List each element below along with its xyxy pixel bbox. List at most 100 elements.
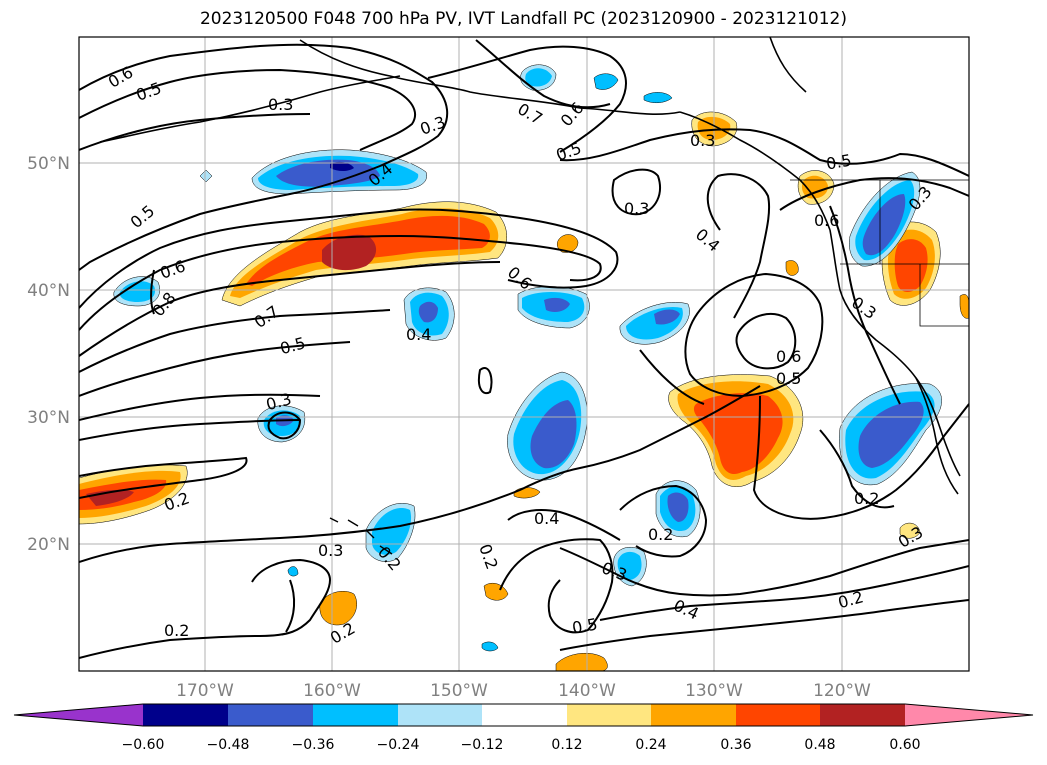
colorbar-extend-low — [14, 704, 143, 726]
lat-label-20n: 20°N — [27, 535, 70, 555]
pv-contours — [79, 39, 969, 659]
positive-small-2 — [319, 591, 357, 626]
contour-label: 0.7 — [514, 99, 546, 128]
negative-far-north-3 — [643, 92, 673, 103]
negative-north-pacific-max — [330, 161, 354, 171]
lat-label-50n: 50°N — [27, 154, 70, 174]
contour-label: 0.5 — [776, 369, 801, 388]
contour-label: 0.7 — [251, 302, 283, 332]
colorbar-outline — [13, 703, 1034, 727]
negative-north-central-max — [418, 301, 438, 323]
colorbar-tick-label: 0.60 — [889, 737, 920, 753]
contour-label: 0.5 — [278, 333, 308, 358]
colorbar-segment — [567, 704, 651, 726]
positive-small-8 — [899, 522, 921, 539]
contour-label: 0.3 — [690, 131, 715, 150]
positive-small-3 — [555, 652, 608, 671]
positive-small-6 — [785, 260, 799, 276]
negative-pac-nw-core — [862, 194, 906, 256]
lon-label-170w: 170°W — [176, 681, 234, 701]
colorbar: −0.60 −0.48 −0.36 −0.24 −0.12 0.12 0.24 … — [13, 703, 1034, 753]
colorbar-tick-label: −0.36 — [292, 737, 335, 753]
map-frame — [78, 36, 970, 672]
gridlines — [79, 37, 969, 671]
contour-label: 0.6 — [814, 211, 839, 230]
negative-tiny-3 — [199, 169, 213, 183]
contour-label: 0.4 — [534, 509, 559, 528]
negative-east-central-max — [544, 297, 570, 312]
state-border-2 — [919, 264, 969, 327]
alaska-coast — [299, 39, 681, 115]
contour-label: 0.3 — [848, 293, 880, 323]
contour-label: 0.3 — [318, 541, 343, 560]
positive-band-central-pacific-max — [322, 234, 377, 271]
lon-label-160w: 160°W — [303, 681, 361, 701]
contour-label: 0.2 — [836, 587, 866, 612]
contour-label: 0.5 — [134, 78, 164, 105]
colorbar-tick-label: −0.48 — [207, 737, 250, 753]
lon-label-120w: 120°W — [813, 681, 871, 701]
negative-east-central-2-max — [654, 309, 680, 325]
contour-label: 0.2 — [648, 525, 673, 544]
baja-peninsula — [915, 377, 959, 495]
far-north-ridge — [769, 37, 807, 93]
colorbar-segment — [482, 704, 567, 726]
colorbar-segment — [736, 704, 820, 726]
positive-nw-us-core — [894, 239, 928, 292]
contour-label: 0.3 — [268, 95, 293, 114]
contour-label: 0.2 — [854, 489, 879, 508]
positive-small-1 — [557, 234, 579, 253]
lon-label-130w: 130°W — [685, 681, 743, 701]
colorbar-tick-label: 0.48 — [804, 737, 835, 753]
positive-bc-coast-2-core — [801, 175, 828, 199]
colorbar-segment — [651, 704, 736, 726]
colorbar-tick-label: 0.36 — [720, 737, 751, 753]
lat-label-30n: 30°N — [27, 408, 70, 428]
contour-label: 0.6 — [158, 256, 188, 283]
negative-south-2-core — [617, 551, 642, 580]
contour-label: 0.3 — [624, 199, 649, 218]
negative-tiny-1 — [481, 641, 499, 652]
negative-west-edge-small-core — [119, 281, 156, 302]
negative-baja-core — [858, 401, 924, 468]
contour-label: 0.3 — [418, 112, 448, 139]
colorbar-tick-label: 0.24 — [635, 737, 666, 753]
colorbar-segment — [143, 704, 228, 726]
contour-label: 0.4 — [671, 596, 702, 624]
colorbar-tick-label: −0.24 — [377, 737, 420, 753]
contour-label: 0.4 — [406, 325, 431, 344]
longitude-labels: 170°W 160°W 150°W 140°W 130°W 120°W — [176, 681, 871, 701]
negative-north-pacific-core — [276, 159, 380, 187]
contour-label: 0.5 — [127, 201, 159, 232]
contour-label: 0.2 — [164, 621, 189, 640]
colorbar-segment — [820, 704, 905, 726]
latitude-labels: 50°N 40°N 30°N 20°N — [27, 154, 70, 555]
bc-coast — [679, 111, 831, 231]
lat-label-40n: 40°N — [27, 281, 70, 301]
negative-far-north-core — [525, 68, 552, 87]
colorbar-extend-high — [905, 704, 1033, 726]
negative-southeast-max — [667, 492, 689, 522]
contour-label: 0.5 — [825, 150, 853, 173]
contour-label: 0.5 — [554, 138, 584, 165]
positive-small-7 — [959, 294, 969, 319]
negative-south-central-core — [372, 508, 412, 555]
aleutian-chain — [99, 75, 401, 143]
contour-label: 0.2 — [475, 542, 502, 572]
coastlines — [99, 37, 969, 555]
contour-label: 0.5 — [571, 614, 599, 637]
map-title: 2023120500 F048 700 hPa PV, IVT Landfall… — [199, 9, 847, 29]
hawaii-islands — [329, 517, 393, 555]
colorbar-tick-label: −0.12 — [461, 737, 504, 753]
us-west-coast — [829, 229, 961, 477]
contour-label: 0.6 — [776, 347, 801, 366]
colorbar-segment — [228, 704, 313, 726]
colorbar-segment — [313, 704, 398, 726]
positive-small-5 — [483, 583, 509, 601]
negative-far-north-2 — [593, 73, 619, 90]
colorbar-tick-label: −0.60 — [122, 737, 165, 753]
lon-label-140w: 140°W — [558, 681, 616, 701]
colorbar-segment — [398, 704, 482, 726]
positive-small-4 — [513, 487, 541, 499]
